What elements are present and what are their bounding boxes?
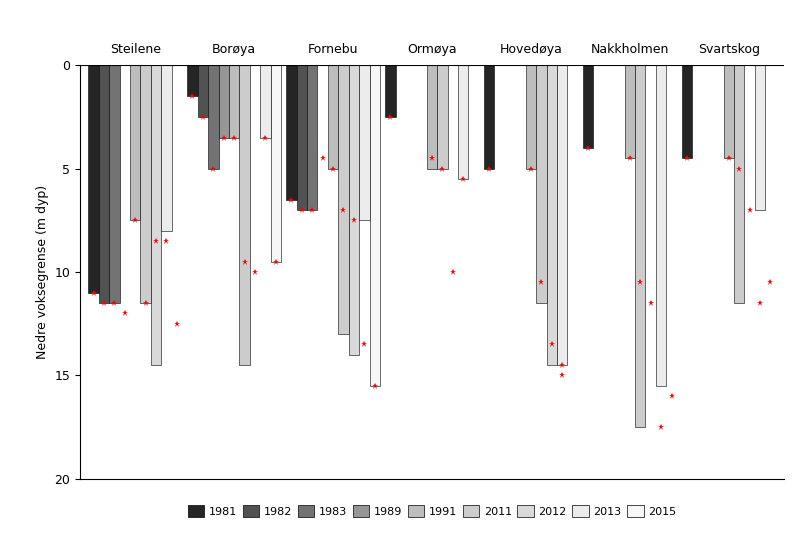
Bar: [438, 65, 448, 169]
Bar: [270, 65, 281, 262]
Bar: [109, 65, 119, 303]
Bar: [151, 65, 162, 365]
Bar: [458, 65, 469, 179]
Bar: [328, 65, 338, 169]
Bar: [130, 65, 141, 220]
Bar: [239, 65, 250, 365]
Bar: [385, 65, 395, 117]
Bar: [141, 65, 151, 303]
Bar: [198, 65, 208, 117]
Bar: [682, 65, 692, 158]
Bar: [187, 65, 198, 96]
Bar: [546, 65, 557, 365]
Bar: [755, 65, 766, 210]
Bar: [338, 65, 349, 334]
Bar: [370, 65, 380, 386]
Bar: [162, 65, 172, 231]
Bar: [307, 65, 318, 210]
Y-axis label: Nedre voksegrense (m dyp): Nedre voksegrense (m dyp): [36, 185, 49, 359]
Bar: [536, 65, 546, 303]
Bar: [218, 65, 229, 138]
Bar: [526, 65, 536, 169]
Bar: [734, 65, 745, 303]
Bar: [229, 65, 239, 138]
Bar: [349, 65, 359, 355]
Bar: [286, 65, 297, 200]
Legend: 1981, 1982, 1983, 1989, 1991, 2011, 2012, 2013, 2015: 1981, 1982, 1983, 1989, 1991, 2011, 2012…: [183, 501, 681, 521]
Bar: [583, 65, 594, 148]
Bar: [635, 65, 646, 427]
Bar: [723, 65, 734, 158]
Bar: [208, 65, 218, 169]
Bar: [656, 65, 666, 386]
Bar: [260, 65, 270, 138]
Bar: [98, 65, 109, 303]
Bar: [359, 65, 370, 220]
Bar: [625, 65, 635, 158]
Bar: [484, 65, 494, 169]
Bar: [297, 65, 307, 210]
Bar: [557, 65, 567, 365]
Bar: [88, 65, 98, 293]
Bar: [426, 65, 438, 169]
